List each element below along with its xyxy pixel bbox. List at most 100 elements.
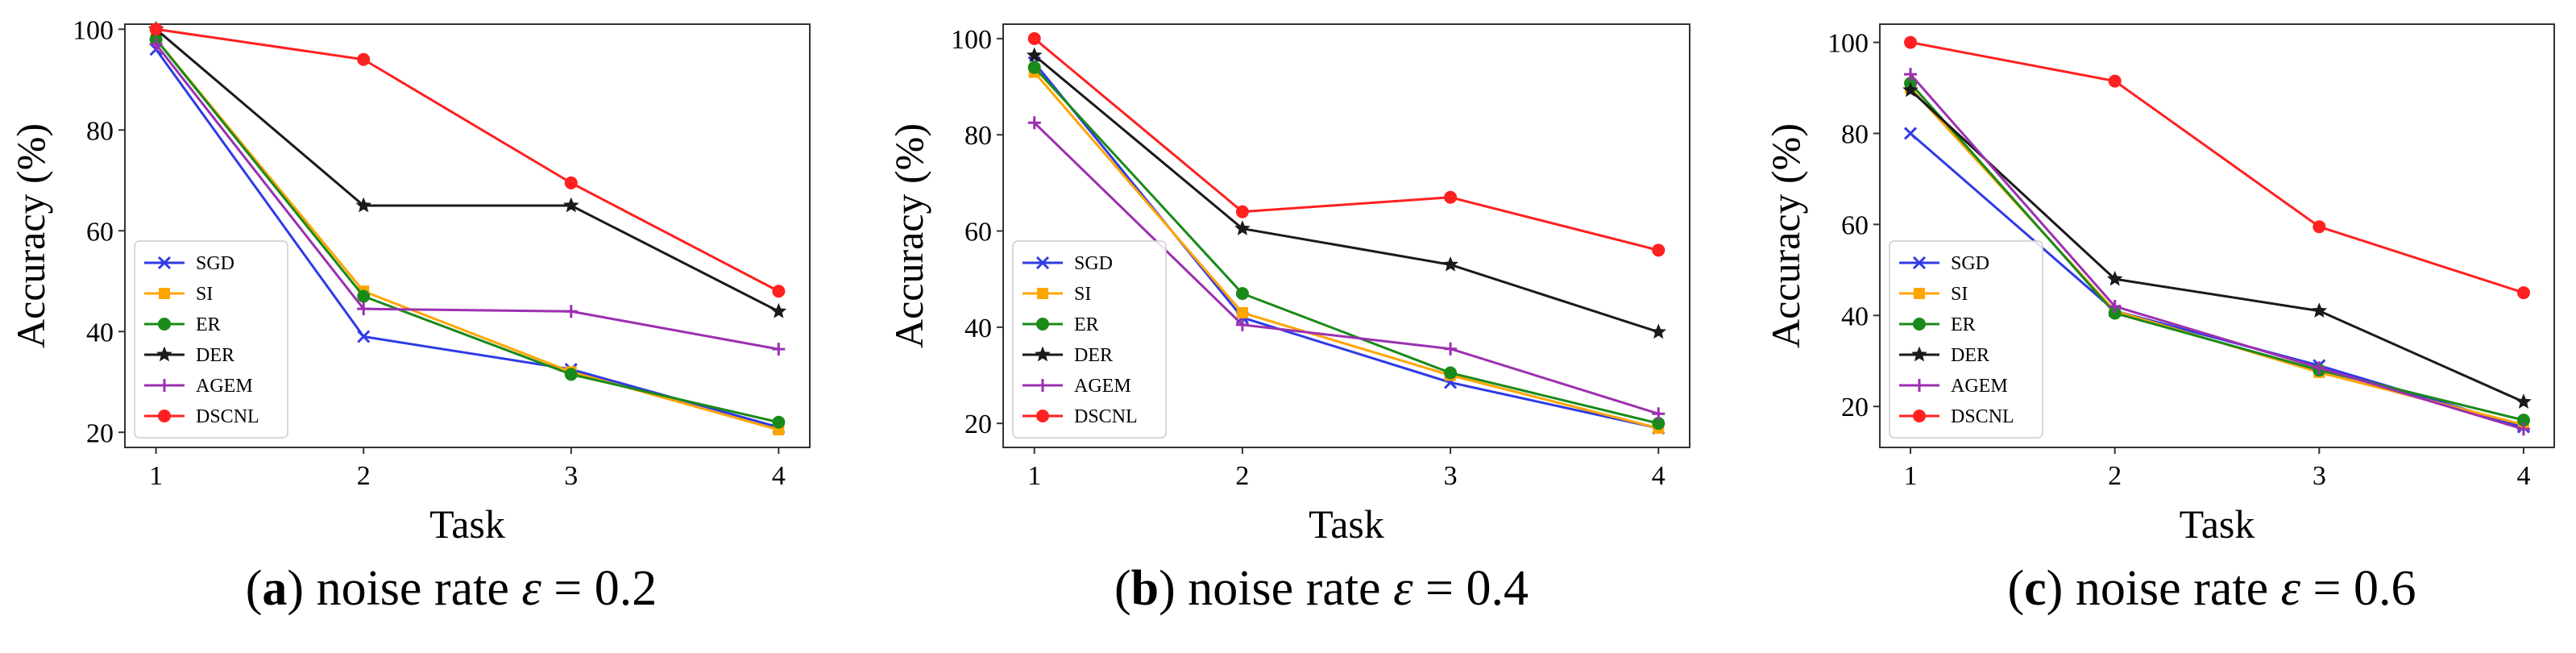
data-point-der: [2311, 302, 2328, 318]
x-tick-label: 3: [2313, 461, 2326, 491]
series-dscnl: [149, 23, 786, 298]
plot-frame: [1002, 23, 1690, 448]
caption: (a) noise rate ε = 0.2: [246, 561, 657, 616]
legend-marker: [158, 379, 171, 392]
legend-label: SI: [1951, 284, 1968, 305]
legend-label: AGEM: [1074, 376, 1131, 397]
legend-label: SGD: [1074, 253, 1113, 274]
x-tick-label: 1: [1027, 461, 1041, 491]
data-point-der: [1650, 323, 1667, 339]
legend-label: AGEM: [1951, 376, 2008, 397]
legend-marker: [1035, 256, 1050, 270]
legend: SGD SI ER DER AGEM DSCNL: [1012, 240, 1167, 439]
y-tick-label: 60: [86, 217, 114, 247]
legend-box: [1889, 240, 2043, 439]
series-er: [1904, 77, 2530, 427]
legend-box: [1012, 240, 1167, 439]
series-line-agem: [1909, 73, 2524, 430]
data-point-dscnl: [772, 285, 786, 298]
data-point-agem: [1904, 68, 1918, 81]
x-tick-label: 2: [357, 461, 371, 491]
data-point-der: [1442, 256, 1458, 272]
series-dscnl: [1027, 31, 1665, 257]
series-line-dscnl: [156, 27, 780, 293]
series-der: [1026, 47, 1667, 339]
data-point-sgd: [1903, 127, 1918, 140]
y-axis-label: Accuracy (%): [1763, 123, 1808, 348]
data-point-der: [562, 197, 579, 213]
y-tick-label: 80: [1841, 119, 1869, 149]
series-der: [1902, 81, 2532, 409]
series-line-agem: [1033, 122, 1659, 415]
series-line-er: [155, 38, 779, 424]
legend-box: [134, 240, 288, 439]
data-point-agem: [2313, 361, 2326, 375]
series-dscnl: [1904, 35, 2530, 300]
legend-marker: [1914, 288, 1925, 299]
legend-marker: [158, 318, 171, 331]
data-point-er: [772, 415, 786, 429]
series-line-agem: [155, 44, 779, 351]
data-point-er: [564, 368, 578, 381]
data-point-er: [1235, 287, 1249, 301]
chart-3: 20 40 60 80 100 1 2 3 4 Task Accuracy (%) SGD SI ER DE…: [1763, 23, 2555, 616]
legend-label: ER: [1074, 314, 1099, 335]
x-axis-label: Task: [2180, 501, 2255, 547]
legend-marker: [1912, 256, 1927, 270]
data-point-agem: [1027, 116, 1041, 130]
data-point-dscnl: [564, 176, 578, 189]
x-tick-label: 3: [564, 461, 578, 491]
data-point-dscnl: [1904, 35, 1918, 49]
caption-text: noise rate: [317, 561, 522, 616]
data-point-agem: [357, 302, 371, 316]
caption-value: = 0.4: [1425, 561, 1529, 616]
legend: SGD SI ER DER AGEM DSCNL: [134, 240, 288, 439]
legend-label: DER: [1951, 345, 1989, 366]
data-point-sgd: [357, 330, 371, 343]
caption-text: noise rate: [2076, 561, 2281, 616]
y-tick-label: 80: [964, 121, 992, 151]
data-point-si: [1236, 306, 1248, 318]
plot-frame: [1879, 23, 2555, 448]
chart-2: 20 40 60 80 100 1 2 3 4 Task Accuracy (%) SGD SI ER DE…: [886, 23, 1690, 616]
legend-marker: [156, 346, 172, 362]
y-axis-label: Accuracy (%): [886, 123, 931, 348]
y-tick-label: 60: [964, 218, 992, 247]
y-tick-label: 20: [964, 410, 992, 439]
legend-label: SGD: [196, 253, 234, 274]
legend-label: ER: [1951, 314, 1976, 335]
data-point-er: [357, 289, 371, 303]
caption: (c) noise rate ε = 0.6: [2007, 561, 2416, 616]
legend-marker: [1035, 346, 1051, 362]
series-line-si: [155, 38, 779, 431]
caption-paren-close: ): [1159, 561, 1188, 616]
legend-label: DER: [1074, 345, 1113, 366]
x-axis-label: Task: [1309, 501, 1384, 547]
data-point-dscnl: [2108, 74, 2122, 88]
legend-marker: [1913, 318, 1926, 331]
caption-text: noise rate: [1188, 561, 1393, 616]
y-axis-label: Accuracy (%): [8, 123, 53, 348]
series-line-er: [1909, 82, 2524, 422]
caption-label: b: [1131, 561, 1159, 616]
caption-paren-open: (: [246, 561, 263, 616]
data-point-der: [355, 197, 372, 213]
legend-marker: [159, 288, 170, 299]
x-axis-label: Task: [429, 501, 505, 547]
series-line-dscnl: [1033, 37, 1659, 252]
series-line-der: [1033, 54, 1659, 334]
series-agem: [149, 38, 786, 356]
data-point-er: [1027, 60, 1041, 74]
legend-label: SI: [196, 284, 213, 305]
x-tick-label: 4: [1652, 461, 1665, 491]
data-point-der: [1234, 220, 1251, 235]
y-tick-label: 80: [86, 116, 114, 146]
caption-paren-open: (: [2007, 561, 2024, 616]
data-point-der: [1026, 47, 1043, 63]
series-line-er: [1033, 66, 1659, 425]
legend-label: ER: [196, 314, 221, 335]
plot-frame: [124, 23, 811, 448]
data-point-agem: [2108, 300, 2122, 313]
data-point-dscnl: [1652, 243, 1665, 257]
